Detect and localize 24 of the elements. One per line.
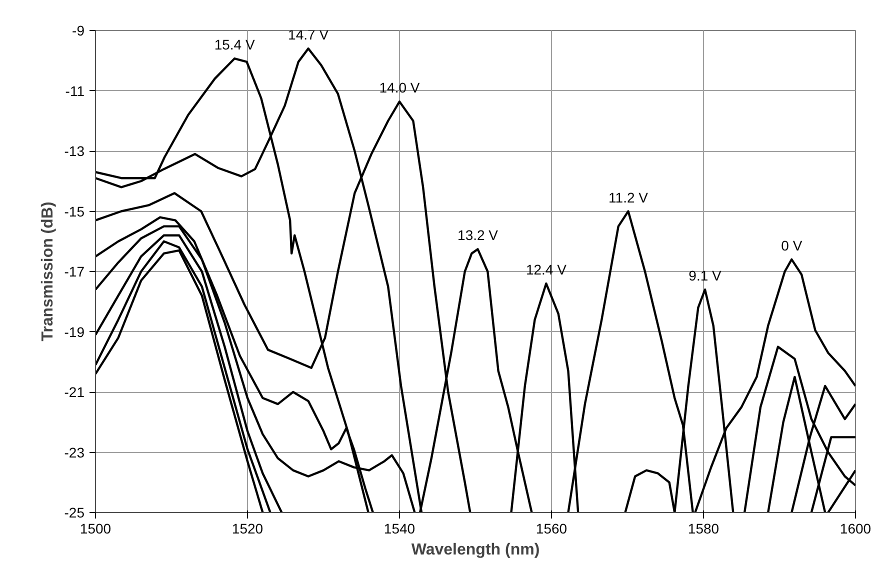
series-label: 13.2 V [458, 227, 499, 244]
y-tick-label: -15 [64, 203, 85, 220]
series-label: 11.2 V [608, 189, 649, 206]
y-tick-label: -19 [64, 324, 85, 340]
x-tick-label: 1600 [840, 520, 872, 536]
y-tick-label: -9 [72, 22, 85, 38]
x-tick-label: 1520 [232, 520, 264, 536]
x-tick-label: 1560 [536, 520, 568, 536]
x-tick-label: 1540 [384, 520, 416, 536]
series-label: 14.0 V [379, 80, 420, 96]
x-axis-title: Wavelength (nm) [411, 542, 540, 558]
y-tick-label: -11 [65, 82, 85, 99]
y-axis-title: Transmission (dB) [39, 202, 56, 342]
series-label: 9.1 V [688, 268, 722, 284]
x-tick-label: 1580 [688, 520, 720, 536]
series-label: 15.4 V [214, 36, 256, 53]
y-tick-label: -25 [64, 504, 85, 520]
series-label: 0 V [781, 237, 803, 254]
y-tick-label: -13 [64, 143, 85, 159]
series-label: 12.4 V [526, 262, 568, 278]
y-tick-label: -21 [64, 384, 85, 400]
y-tick-label: -17 [64, 264, 85, 280]
x-tick-label: 1500 [80, 520, 112, 536]
y-tick-label: -23 [64, 444, 85, 460]
